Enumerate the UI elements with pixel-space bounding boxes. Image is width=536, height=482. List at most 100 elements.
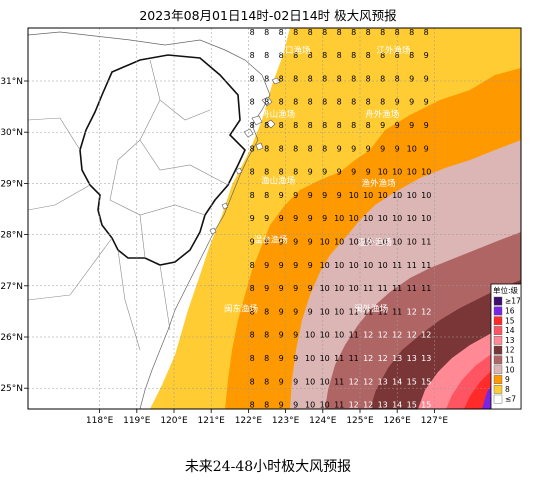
grid-value: 9: [279, 261, 284, 270]
grid-value: 8: [264, 331, 269, 340]
grid-value: 8: [395, 28, 400, 37]
grid-value: 8: [322, 28, 327, 37]
grid-value: 10: [363, 261, 373, 270]
grid-value: 9: [337, 168, 342, 177]
grid-value: 10: [407, 168, 417, 177]
grid-value: 8: [250, 144, 255, 153]
legend-swatch: [493, 316, 503, 326]
grid-value: 9: [293, 307, 298, 316]
grid-value: 10: [378, 191, 388, 200]
grid-value: 10: [378, 168, 388, 177]
grid-value: 8: [250, 168, 255, 177]
grid-value: 9: [264, 284, 269, 293]
lon-tick-label: 121°E: [198, 416, 226, 426]
grid-value: 8: [395, 74, 400, 83]
grid-value: 8: [424, 28, 429, 37]
grid-value: 10: [349, 191, 359, 200]
grid-value: 9: [308, 284, 313, 293]
grid-value: 9: [293, 377, 298, 386]
grid-value: 8: [264, 74, 269, 83]
grid-value: 9: [279, 284, 284, 293]
grid-value: 11: [334, 377, 344, 386]
grid-value: 8: [293, 168, 298, 177]
grid-value: 10: [421, 191, 431, 200]
grid-value: 8: [250, 307, 255, 316]
grid-value: 9: [264, 261, 269, 270]
grid-value: 8: [293, 144, 298, 153]
lon-tick-label: 119°E: [123, 416, 151, 426]
grid-value: 10: [334, 214, 344, 223]
lon-tick-label: 120°E: [160, 416, 188, 426]
grid-value: 9: [308, 238, 313, 247]
grid-value: 10: [320, 284, 330, 293]
lat-tick-label: 30°N: [0, 128, 23, 138]
grid-value: 10: [320, 331, 330, 340]
legend-label: ≤7: [505, 395, 516, 404]
grid-value: 12: [363, 331, 373, 340]
grid-value: 8: [380, 51, 385, 60]
grid-value: 9: [279, 307, 284, 316]
legend-label: 9: [505, 375, 510, 384]
grid-value: 9: [424, 121, 429, 130]
grid-value: 9: [293, 191, 298, 200]
grid-value: 11: [421, 238, 431, 247]
grid-value: 9: [279, 238, 284, 247]
grid-value: 11: [407, 261, 417, 270]
grid-value: 10: [407, 214, 417, 223]
grid-value: 11: [378, 307, 388, 316]
grid-value: 8: [308, 121, 313, 130]
grid-value: 9: [279, 331, 284, 340]
grid-value: 9: [322, 191, 327, 200]
grid-value: 12: [349, 377, 359, 386]
grid-value: 8: [351, 51, 356, 60]
coast-outline: [28, 31, 271, 409]
grid-value: 8: [308, 28, 313, 37]
grid-value: 9: [337, 191, 342, 200]
legend-label: 8: [505, 385, 510, 394]
grid-value: 8: [279, 98, 284, 107]
grid-value: 10: [305, 401, 315, 410]
grid-value: 8: [264, 98, 269, 107]
fishing-zone-label: 闽东渔场: [224, 303, 258, 314]
grid-value: 10: [320, 307, 330, 316]
grid-value: 9: [395, 98, 400, 107]
grid-value: 10: [334, 307, 344, 316]
grid-value: 9: [279, 214, 284, 223]
legend-title: 单位:级: [493, 285, 519, 295]
grid-value: 10: [378, 261, 388, 270]
lat-tick-label: 29°N: [0, 179, 23, 189]
grid-value: 8: [337, 28, 342, 37]
grid-value: 11: [334, 401, 344, 410]
grid-value: 12: [407, 331, 417, 340]
grid-value: 8: [322, 144, 327, 153]
grid-value: 9: [264, 238, 269, 247]
grid-value: 8: [351, 28, 356, 37]
grid-value: 8: [293, 28, 298, 37]
grid-value: 10: [349, 214, 359, 223]
grid-value: 8: [264, 121, 269, 130]
grid-value: 10: [349, 238, 359, 247]
grid-value: 9: [366, 144, 371, 153]
grid-value: 12: [407, 307, 417, 316]
grid-value: 10: [363, 214, 373, 223]
grid-value: 12: [378, 354, 388, 363]
lat-tick-label: 25°N: [0, 384, 23, 394]
grid-value: 9: [293, 238, 298, 247]
grid-value: 15: [421, 377, 431, 386]
grid-value: 9: [395, 121, 400, 130]
grid-value: 8: [279, 28, 284, 37]
grid-value: 11: [392, 307, 402, 316]
legend-swatch: [493, 375, 503, 384]
grid-value: 8: [351, 98, 356, 107]
fishing-zone-label: 温外渔场: [358, 237, 392, 248]
grid-value: 12: [363, 354, 373, 363]
grid-value: 13: [392, 354, 402, 363]
grid-value: 10: [392, 168, 402, 177]
grid-value: 9: [308, 214, 313, 223]
grid-value: 11: [407, 284, 417, 293]
lon-tick-label: 118°E: [86, 416, 114, 426]
grid-value: 8: [293, 51, 298, 60]
grid-value: 9: [293, 284, 298, 293]
fishing-zone-label: 闽外渔场: [354, 303, 388, 314]
